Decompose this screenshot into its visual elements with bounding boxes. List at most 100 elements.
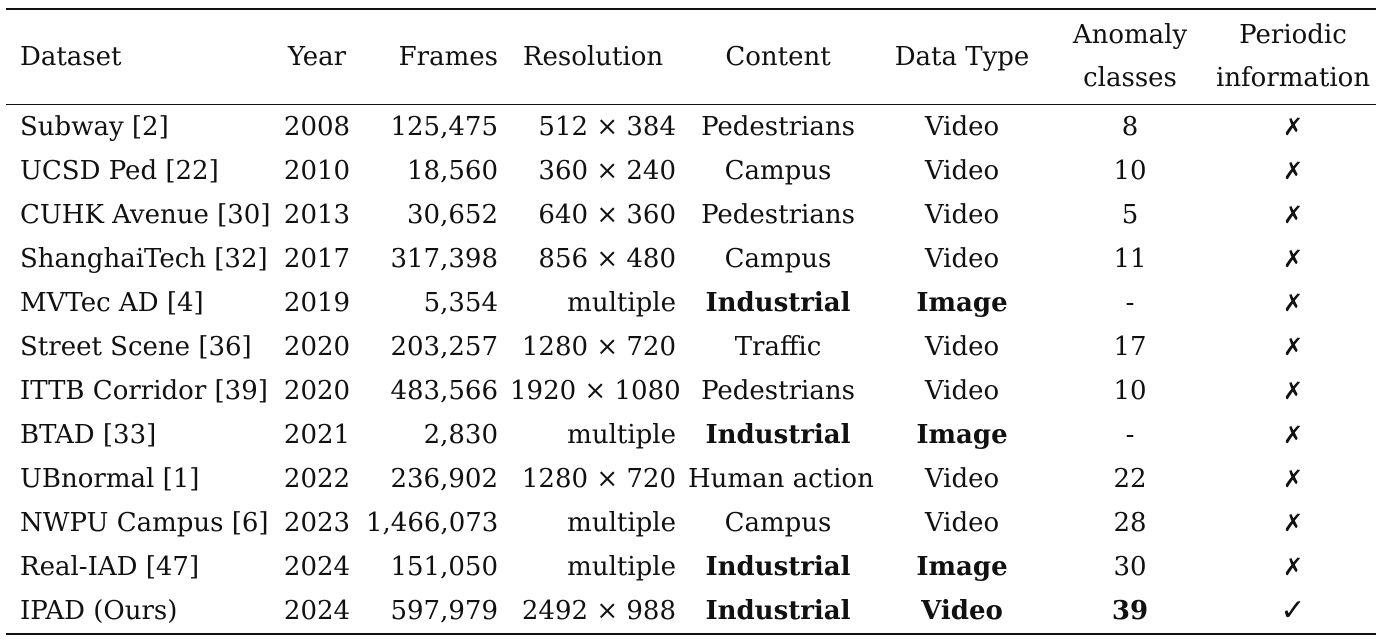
cell-year: 2024 xyxy=(283,596,351,626)
table-row: MVTec AD [4] 2019 5,354 multiple Industrial I… xyxy=(6,281,1376,325)
cell-content: Campus xyxy=(724,244,832,274)
cell-data-type: Video xyxy=(924,200,1000,230)
cell-year: 2013 xyxy=(283,200,351,230)
cell-year: 2010 xyxy=(283,156,351,186)
cell-year: 2023 xyxy=(283,508,351,538)
header-anomaly-classes: Anomaly classes xyxy=(1050,9,1210,105)
cell-anomaly-classes: 11 xyxy=(1113,244,1147,274)
table-row: UCSD Ped [22] 2010 18,560 360 × 240 Campus Vi… xyxy=(6,149,1376,193)
cell-resolution: 512 × 384 xyxy=(538,112,676,142)
table-row: Real-IAD [47] 2024 151,050 multiple Industri… xyxy=(6,545,1376,589)
cell-frames: 203,257 xyxy=(390,332,498,362)
cell-data-type: Video xyxy=(924,112,1000,142)
cell-content: Industrial xyxy=(705,420,851,450)
table-row: IPAD (Ours) 2024 597,979 2492 × 988 Industri… xyxy=(6,589,1376,634)
cell-data-type: Video xyxy=(924,332,1000,362)
cell-anomaly-classes: 5 xyxy=(1121,200,1139,230)
header-year: Year xyxy=(287,41,347,72)
cell-resolution: 2492 × 988 xyxy=(521,596,676,626)
table-header-row: Dataset Year Frames Resolution Content D… xyxy=(6,9,1376,105)
cell-periodic: ✓ xyxy=(1280,593,1306,628)
cell-periodic: ✗ xyxy=(1282,157,1304,185)
cell-anomaly-classes: 10 xyxy=(1113,376,1147,406)
table-row: ShanghaiTech [32] 2017 317,398 856 × 480 Cam… xyxy=(6,237,1376,281)
cell-content: Human action xyxy=(688,464,874,494)
cell-content: Industrial xyxy=(705,596,851,626)
cell-dataset: Street Scene [36] xyxy=(20,332,252,362)
cell-dataset: MVTec AD [4] xyxy=(20,288,204,318)
cell-dataset: BTAD [33] xyxy=(20,420,157,450)
cell-anomaly-classes: 17 xyxy=(1113,332,1147,362)
cell-periodic: ✗ xyxy=(1282,465,1304,493)
cell-anomaly-classes: 28 xyxy=(1113,508,1147,538)
cell-dataset: ShanghaiTech [32] xyxy=(20,244,268,274)
table-row: BTAD [33] 2021 2,830 multiple Industrial Imag… xyxy=(6,413,1376,457)
cell-anomaly-classes: 39 xyxy=(1111,596,1149,626)
header-content: Content xyxy=(725,41,831,72)
header-anomaly-line2: classes xyxy=(1083,63,1177,93)
cell-resolution: 1280 × 720 xyxy=(521,332,676,362)
cell-periodic: ✗ xyxy=(1282,289,1304,317)
cell-periodic: ✗ xyxy=(1282,553,1304,581)
cell-periodic: ✗ xyxy=(1282,245,1304,273)
cell-periodic: ✗ xyxy=(1282,333,1304,361)
cell-periodic: ✗ xyxy=(1282,509,1304,537)
cell-dataset: UCSD Ped [22] xyxy=(20,156,219,186)
cell-resolution: 1920 × 1080 xyxy=(510,376,681,406)
cell-dataset: IPAD (Ours) xyxy=(20,596,178,626)
header-anomaly-line1: Anomaly xyxy=(1072,20,1188,50)
header-frames: Frames xyxy=(398,41,498,72)
header-periodic-information: Periodic information xyxy=(1210,9,1376,105)
cell-data-type: Video xyxy=(924,244,1000,274)
cell-frames: 1,466,073 xyxy=(366,508,499,538)
cell-dataset: NWPU Campus [6] xyxy=(20,508,269,538)
table-body: Subway [2] 2008 125,475 512 × 384 Pedestrian… xyxy=(6,105,1376,634)
cell-frames: 2,830 xyxy=(423,420,498,450)
table-row: Street Scene [36] 2020 203,257 1280 × 720 Tr… xyxy=(6,325,1376,369)
cell-frames: 483,566 xyxy=(390,376,498,406)
cell-year: 2019 xyxy=(283,288,351,318)
cell-resolution: 856 × 480 xyxy=(538,244,676,274)
cell-frames: 236,902 xyxy=(390,464,498,494)
cell-dataset: Real-IAD [47] xyxy=(20,552,200,582)
cell-year: 2021 xyxy=(283,420,351,450)
cell-year: 2020 xyxy=(283,376,351,406)
table-row: ITTB Corridor [39] 2020 483,566 1920 × 1080… xyxy=(6,369,1376,413)
cell-data-type: Video xyxy=(924,156,1000,186)
cell-resolution: 360 × 240 xyxy=(538,156,676,186)
cell-content: Traffic xyxy=(734,332,822,362)
cell-content: Pedestrians xyxy=(701,376,855,406)
cell-year: 2017 xyxy=(283,244,351,274)
table-row: NWPU Campus [6] 2023 1,466,073 multiple Camp… xyxy=(6,501,1376,545)
cell-dataset: Subway [2] xyxy=(20,112,169,142)
dataset-comparison-table: Dataset Year Frames Resolution Content D… xyxy=(6,8,1376,635)
cell-periodic: ✗ xyxy=(1282,201,1304,229)
cell-anomaly-classes: - xyxy=(1125,420,1135,450)
cell-content: Industrial xyxy=(705,552,851,582)
cell-anomaly-classes: 22 xyxy=(1113,464,1147,494)
header-periodic-line2: information xyxy=(1216,63,1371,93)
cell-resolution: multiple xyxy=(567,552,676,582)
cell-data-type: Image xyxy=(916,420,1008,450)
cell-content: Campus xyxy=(724,156,832,186)
cell-dataset: CUHK Avenue [30] xyxy=(20,200,271,230)
cell-resolution: multiple xyxy=(567,508,676,538)
cell-year: 2008 xyxy=(283,112,351,142)
cell-year: 2024 xyxy=(283,552,351,582)
cell-periodic: ✗ xyxy=(1282,421,1304,449)
cell-resolution: multiple xyxy=(567,288,676,318)
cell-content: Industrial xyxy=(705,288,851,318)
cell-frames: 18,560 xyxy=(407,156,498,186)
cell-data-type: Video xyxy=(924,376,1000,406)
table-row: UBnormal [1] 2022 236,902 1280 × 720 Human a… xyxy=(6,457,1376,501)
cell-data-type: Video xyxy=(924,508,1000,538)
cell-anomaly-classes: 8 xyxy=(1121,112,1139,142)
cell-content: Pedestrians xyxy=(701,112,855,142)
cell-frames: 30,652 xyxy=(407,200,498,230)
cell-anomaly-classes: 30 xyxy=(1113,552,1147,582)
cell-year: 2020 xyxy=(283,332,351,362)
cell-resolution: 1280 × 720 xyxy=(521,464,676,494)
cell-frames: 597,979 xyxy=(390,596,498,626)
cell-periodic: ✗ xyxy=(1282,377,1304,405)
cell-frames: 125,475 xyxy=(390,112,498,142)
